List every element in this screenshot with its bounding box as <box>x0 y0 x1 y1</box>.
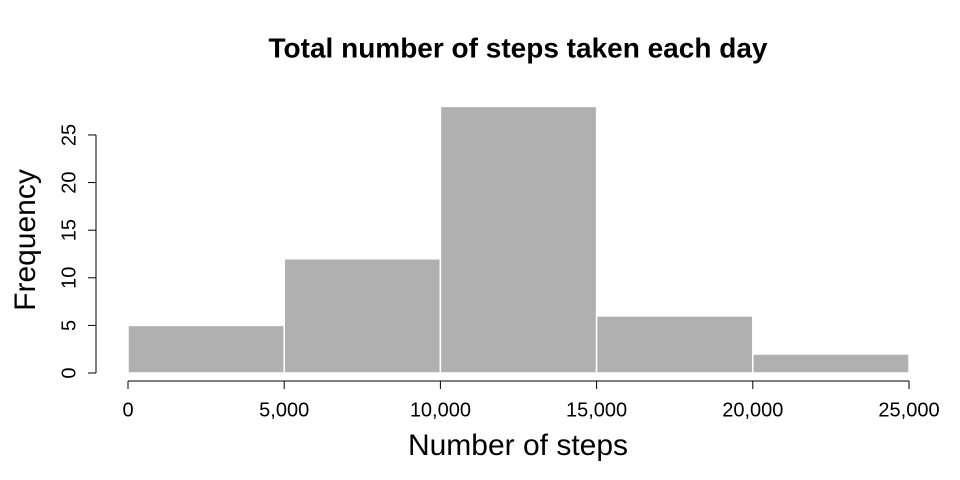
x-tick-label: 15,000 <box>566 399 627 421</box>
y-tick-label: 15 <box>58 219 80 241</box>
x-tick-label: 5,000 <box>259 399 309 421</box>
chart-title: Total number of steps taken each day <box>269 32 768 63</box>
x-tick-label: 20,000 <box>722 399 783 421</box>
y-tick-label: 5 <box>58 320 80 331</box>
bar <box>127 324 285 374</box>
bar <box>283 257 442 374</box>
y-tick-label: 10 <box>58 267 80 289</box>
x-tick-label: 10,000 <box>410 399 471 421</box>
bar <box>595 315 754 374</box>
bar <box>752 353 910 374</box>
bar <box>439 105 598 374</box>
x-tick-label: 25,000 <box>878 399 939 421</box>
x-tick-label: 0 <box>122 399 133 421</box>
y-tick-label: 25 <box>58 124 80 146</box>
y-tick-label: 0 <box>58 367 80 378</box>
y-tick-label: 20 <box>58 171 80 193</box>
y-axis-label: Frequency <box>9 169 42 311</box>
x-axis-label: Number of steps <box>408 429 628 462</box>
